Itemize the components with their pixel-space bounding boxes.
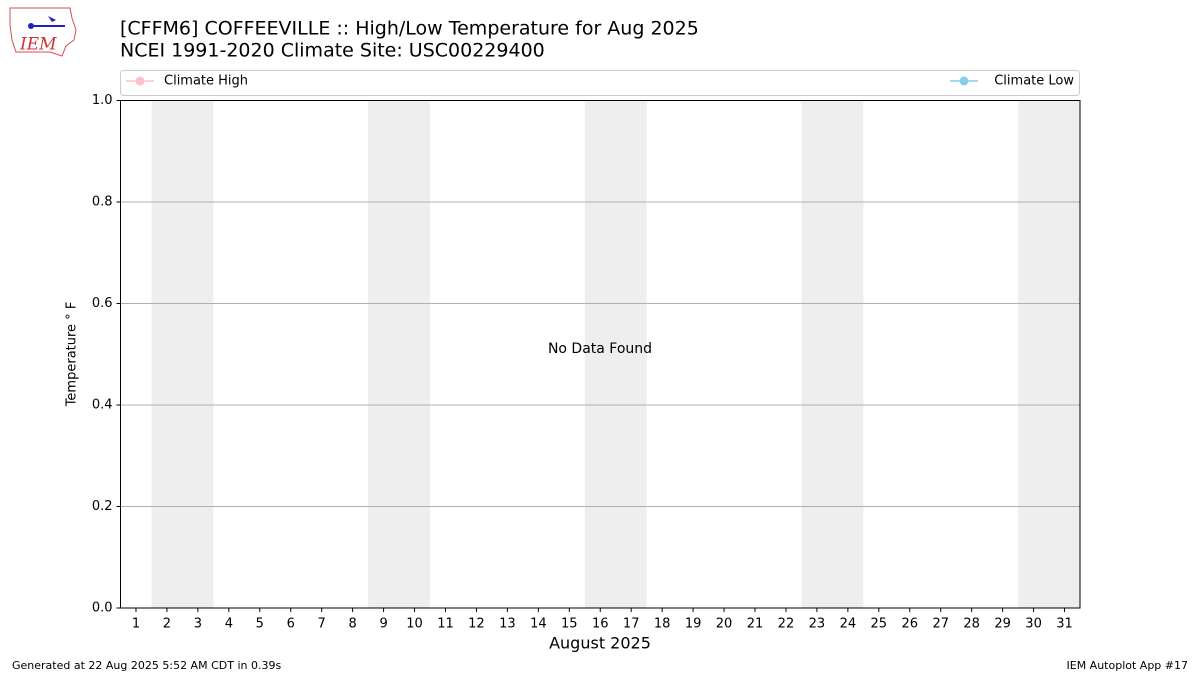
weekend-band	[151, 100, 214, 608]
x-tick-label: 17	[623, 617, 640, 632]
x-tick-label: 21	[747, 617, 764, 632]
x-axis-label: August 2025	[549, 634, 651, 653]
logo-text: IEM	[19, 35, 57, 55]
x-tick-label: 20	[716, 617, 733, 632]
x-tick-label: 9	[379, 617, 387, 632]
weekend-band	[801, 100, 864, 608]
x-tick-label: 6	[287, 617, 295, 632]
x-tick-label: 4	[225, 617, 233, 632]
x-tick-label: 22	[778, 617, 795, 632]
weekend-band	[1018, 100, 1080, 608]
x-tick-label: 16	[592, 617, 609, 632]
x-tick-label: 11	[437, 617, 454, 632]
y-axis-label: Temperature ° F	[65, 302, 80, 408]
x-tick-label: 24	[840, 617, 857, 632]
x-tick-label: 15	[561, 617, 578, 632]
x-tick-label: 2	[163, 617, 171, 632]
legend-label: Climate Low	[994, 74, 1074, 89]
x-tick-label: 28	[963, 617, 980, 632]
x-tick-label: 31	[1056, 617, 1073, 632]
x-tick-label: 7	[318, 617, 326, 632]
x-tick-label: 12	[468, 617, 485, 632]
y-tick-label: 0.8	[92, 195, 113, 210]
x-tick-label: 13	[499, 617, 516, 632]
x-tick-label: 25	[871, 617, 888, 632]
logo: IEM	[9, 7, 77, 57]
x-tick-label: 23	[809, 617, 826, 632]
chart-subtitle: NCEI 1991-2020 Climate Site: USC00229400	[120, 40, 545, 62]
y-tick-label: 0.4	[92, 398, 113, 413]
x-tick-label: 5	[256, 617, 264, 632]
x-tick-label: 19	[685, 617, 702, 632]
footer-left: Generated at 22 Aug 2025 5:52 AM CDT in …	[12, 659, 281, 672]
x-tick-label: 3	[194, 617, 202, 632]
chart-title: [CFFM6] COFFEEVILLE :: High/Low Temperat…	[120, 18, 699, 40]
legend-marker	[959, 76, 969, 86]
x-tick-label: 10	[406, 617, 423, 632]
x-tick-label: 8	[348, 617, 356, 632]
x-tick-label: 30	[1025, 617, 1042, 632]
y-tick-label: 0.2	[92, 499, 113, 514]
x-tick-label: 1	[132, 617, 140, 632]
footer-right: IEM Autoplot App #17	[1067, 659, 1189, 672]
x-tick-label: 27	[932, 617, 949, 632]
y-tick-label: 0.6	[92, 296, 113, 311]
y-tick-label: 1.0	[92, 93, 113, 108]
y-tick-label: 0.0	[92, 601, 113, 616]
x-tick-label: 14	[530, 617, 547, 632]
weekend-band	[368, 100, 431, 608]
annotation: No Data Found	[548, 341, 652, 357]
weekend-band	[584, 100, 647, 608]
x-tick-label: 26	[901, 617, 918, 632]
legend-label: Climate High	[164, 74, 248, 89]
legend-marker	[135, 76, 145, 86]
x-tick-label: 18	[654, 617, 671, 632]
x-tick-label: 29	[994, 617, 1011, 632]
legend	[120, 70, 1080, 96]
